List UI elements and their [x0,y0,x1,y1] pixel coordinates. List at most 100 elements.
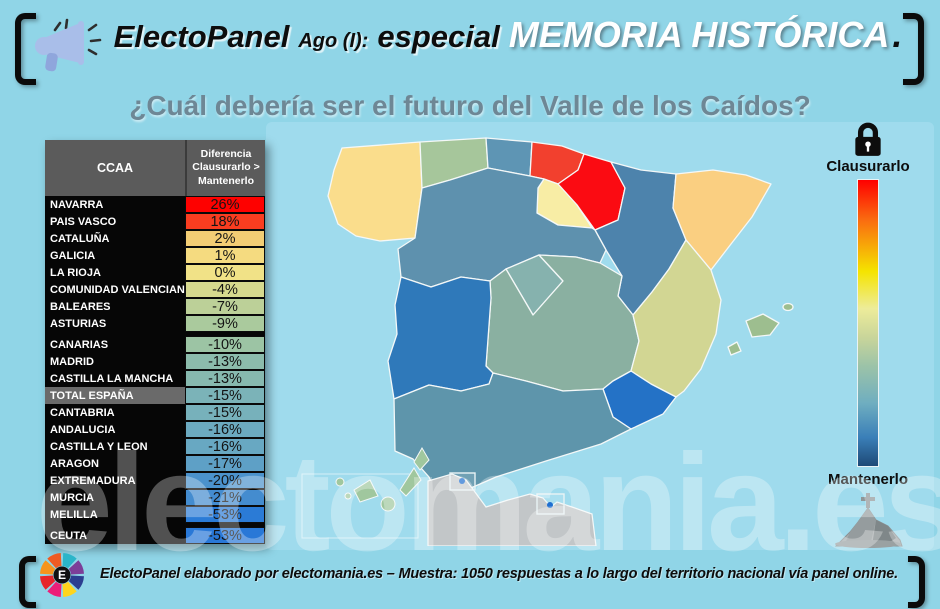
column-header-diferencia: Diferencia Clausurarlo > Mantenerlo [185,140,265,196]
table-row: BALEARES -7% [45,298,265,315]
value-cell: -16% [185,421,265,438]
ccaa-cell: MELILLA [45,506,185,523]
table-row: ANDALUCIA -16% [45,421,265,438]
header-right-bracket [903,13,924,85]
value-cell: -20% [185,472,265,489]
title-highlight: MEMORIA HISTÓRICA [508,14,890,55]
value-cell: 0% [185,264,265,281]
title-mid: especial [377,19,500,54]
ccaa-cell: CATALUÑA [45,230,185,247]
ccaa-cell: CANARIAS [45,336,185,353]
table-row: LA RIOJA 0% [45,264,265,281]
value-cell: -16% [185,438,265,455]
color-gradient-bar [857,179,879,467]
ccaa-cell: ASTURIAS [45,315,185,332]
value-cell: -4% [185,281,265,298]
table-row: CATALUÑA 2% [45,230,265,247]
africa-coast [427,473,597,546]
region-galicia [327,141,423,242]
region-canarias-la-palma [335,477,345,487]
legend-top-label: Clausurarlo [826,158,910,175]
table-row: CANARIAS -10% [45,336,265,353]
electomania-logo: E [40,553,84,597]
value-cell: -10% [185,336,265,353]
region-baleares-ibiza [727,341,742,356]
value-cell: -7% [185,298,265,315]
value-cell: -53% [185,527,265,544]
table-row-total: TOTAL ESPAÑA -15% [45,387,265,404]
ccaa-cell: CANTABRIA [45,404,185,421]
canarias-inset-box [301,473,419,539]
table-row: CASTILLA LA MANCHA -13% [45,370,265,387]
region-baleares-menorca [782,302,794,312]
ccaa-cell: COMUNIDAD VALENCIANA [45,281,185,298]
table-row: COMUNIDAD VALENCIANA -4% [45,281,265,298]
table-header-row: CCAA Diferencia Clausurarlo > Mantenerlo [45,140,265,196]
table-row: MURCIA -21% [45,489,265,506]
ccaa-cell: PAIS VASCO [45,213,185,230]
ccaa-cell-total: TOTAL ESPAÑA [45,387,185,404]
logo-letter: E [58,568,66,582]
page-title: ElectoPanel Ago (I): especial MEMORIA HI… [112,14,904,80]
table-row: ARAGON -17% [45,455,265,472]
value-cell: -53% [185,506,265,523]
title-edition: Ago (I): [298,30,369,52]
value-cell: -17% [185,455,265,472]
table-row: NAVARRA 26% [45,196,265,213]
legend-bottom-label: Mantenerlo [827,471,908,488]
region-canarias-gomera [344,492,352,500]
value-cell: -13% [185,370,265,387]
footer-note: ElectoPanel elaborado por electomania.es… [100,566,898,582]
color-scale-legend: Clausurarlo Mantenerlo [818,122,918,548]
region-castilla-la-mancha [485,254,640,392]
monument-icon [834,493,903,548]
region-canarias-lanzarote [413,447,430,471]
lock-icon [855,122,881,156]
value-cell: -21% [185,489,265,506]
ccaa-cell: GALICIA [45,247,185,264]
ccaa-cell: ARAGON [45,455,185,472]
melilla-dot [547,502,553,508]
footer-left-bracket [19,556,36,608]
spain-choropleth-map [301,137,794,546]
table-row: MELILLA -53% [45,506,265,523]
table-row: CANTABRIA -15% [45,404,265,421]
region-cataluna [672,169,772,271]
ccaa-cell: EXTREMADURA [45,472,185,489]
megaphone-icon [35,18,102,72]
table-row: PAIS VASCO 18% [45,213,265,230]
ccaa-cell: CASTILLA LA MANCHA [45,370,185,387]
column-header-ccaa: CCAA [96,161,134,175]
title-period: . [892,14,903,55]
ccaa-cell: BALEARES [45,298,185,315]
table-row: GALICIA 1% [45,247,265,264]
results-table: CCAA Diferencia Clausurarlo > Mantenerlo… [45,140,265,544]
region-canarias-gran-canaria [380,496,396,512]
ceuta-dot [459,478,465,484]
region-canarias-tenerife [353,479,379,503]
ccaa-cell: CASTILLA Y LEON [45,438,185,455]
ccaa-cell: MADRID [45,353,185,370]
table-row: CASTILLA Y LEON -16% [45,438,265,455]
title-brand: ElectoPanel [113,19,290,54]
ccaa-cell: ANDALUCIA [45,421,185,438]
header-left-bracket [15,13,36,85]
value-cell: 26% [185,196,265,213]
subtitle-question: ¿Cuál debería ser el futuro del Valle de… [129,90,811,121]
table-row: ASTURIAS -9% [45,315,265,332]
value-cell: 18% [185,213,265,230]
region-extremadura [387,276,494,400]
value-cell: -15% [185,404,265,421]
value-cell: -13% [185,353,265,370]
region-canarias-fuerteventura [399,467,422,497]
table-row: EXTREMADURA -20% [45,472,265,489]
value-cell: 1% [185,247,265,264]
table-row: MADRID -13% [45,353,265,370]
value-cell: -15% [185,387,265,404]
ccaa-cell: NAVARRA [45,196,185,213]
ccaa-cell: CEUTA [45,527,185,544]
value-cell: 2% [185,230,265,247]
value-cell: -9% [185,315,265,332]
ccaa-cell: MURCIA [45,489,185,506]
